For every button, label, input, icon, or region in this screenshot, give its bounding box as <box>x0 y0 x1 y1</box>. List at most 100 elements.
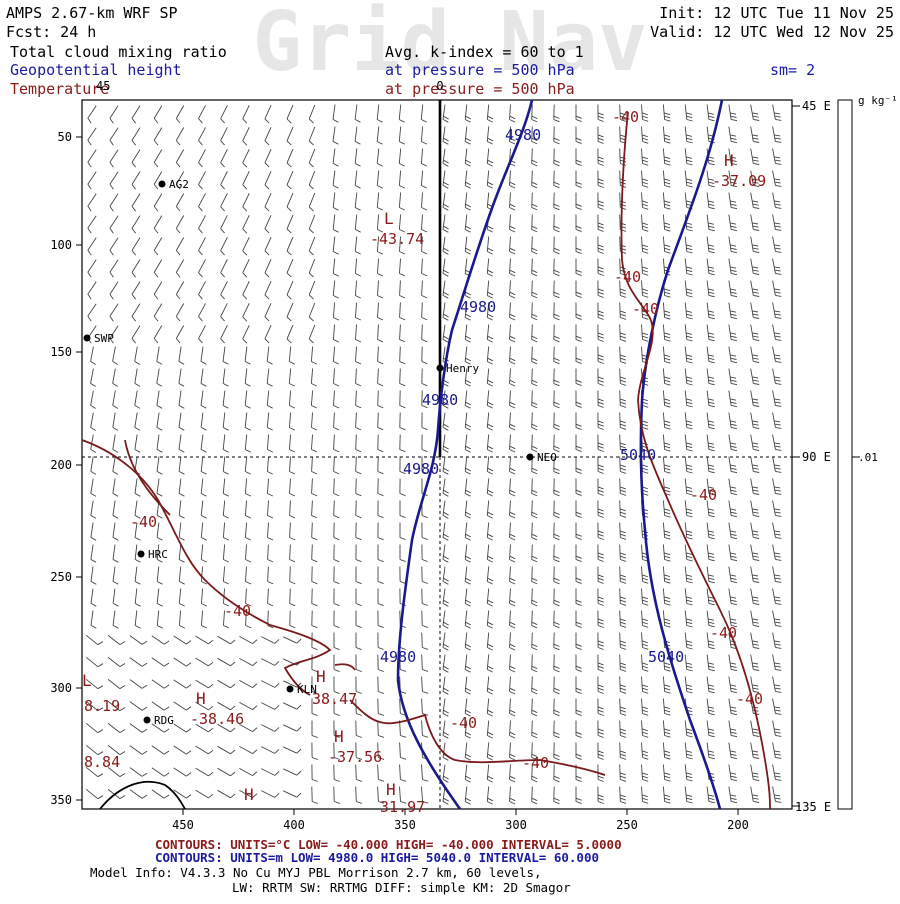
x-tick-label: 350 <box>394 818 416 832</box>
wind-barb <box>175 303 185 322</box>
wind-barb <box>333 764 341 782</box>
wind-barb <box>198 193 206 212</box>
wind-barb <box>308 192 316 212</box>
wind-barb <box>355 742 363 760</box>
wind-barb <box>772 390 782 407</box>
extremum-value: 8.19 <box>84 697 120 715</box>
model-title: AMPS 2.67-km WRF SP <box>6 4 178 22</box>
wind-barb <box>662 500 671 518</box>
wind-barb <box>264 237 272 256</box>
wind-barb <box>486 126 494 145</box>
smoothing-label: sm= 2 <box>770 61 815 79</box>
wind-barb <box>195 789 214 799</box>
wind-barb <box>772 742 782 759</box>
wind-barb <box>772 588 782 605</box>
wind-barb <box>597 566 604 584</box>
wind-barb <box>662 742 671 760</box>
wind-barb <box>553 478 560 497</box>
wind-barb <box>597 192 604 210</box>
wind-barb <box>641 258 649 276</box>
wind-barb <box>706 588 715 606</box>
wind-barb <box>333 742 341 760</box>
wind-barb <box>156 346 163 365</box>
x-tick-label: 400 <box>283 818 305 832</box>
wind-barb <box>286 236 294 256</box>
wind-barb <box>641 214 649 232</box>
wind-barb <box>399 566 406 585</box>
wind-barb <box>728 368 738 386</box>
wind-barb <box>198 149 206 168</box>
wind-barb <box>772 500 782 517</box>
wind-barb <box>728 236 738 254</box>
wind-barb <box>156 566 163 585</box>
wind-barb <box>706 236 715 254</box>
wind-barb <box>245 588 252 607</box>
wind-barb <box>261 680 280 688</box>
wind-barb <box>553 786 560 805</box>
wind-barb <box>772 192 782 209</box>
wind-barb <box>597 434 604 452</box>
wind-barb <box>772 676 782 693</box>
extremum-value: -37.09 <box>712 172 766 190</box>
wind-barb <box>442 720 449 739</box>
wind-barb <box>531 786 538 805</box>
temperature-label: -40 <box>450 714 477 732</box>
wind-barb <box>195 679 214 689</box>
wind-barb <box>772 302 782 319</box>
wind-barb <box>597 126 604 144</box>
wind-barb <box>131 149 141 168</box>
wind-barb <box>486 346 494 365</box>
extremum-letter: H <box>334 727 344 746</box>
wind-barb <box>509 676 516 695</box>
wind-barb <box>684 632 693 650</box>
wind-barb <box>706 720 715 738</box>
wind-barb <box>597 390 604 408</box>
wind-barb <box>156 610 163 629</box>
wind-barb <box>772 148 782 165</box>
wind-barb <box>464 434 472 453</box>
wind-barb <box>198 215 206 234</box>
wind-barb <box>531 544 538 563</box>
wind-barb <box>175 215 185 234</box>
wind-barb <box>266 456 273 475</box>
wind-barb <box>87 127 97 146</box>
wind-barb <box>421 522 428 541</box>
wind-barb <box>772 214 782 231</box>
wind-barb <box>376 148 383 167</box>
wind-barb <box>486 522 494 541</box>
wind-barb <box>575 126 582 145</box>
wind-barb <box>200 500 207 519</box>
wind-barb <box>619 126 627 144</box>
wind-barb <box>575 522 582 541</box>
field-geopotential: Geopotential height <box>10 61 182 79</box>
wind-barb <box>354 214 361 233</box>
height-label: 4980 <box>380 648 416 666</box>
wind-barb <box>85 766 104 778</box>
wind-barb <box>531 632 538 651</box>
wind-barb <box>772 566 782 583</box>
wind-barb <box>531 236 538 255</box>
wind-barb <box>178 456 185 475</box>
wind-barb <box>509 390 516 409</box>
wind-barb <box>377 698 385 716</box>
wind-barb <box>311 764 318 782</box>
wind-barb <box>442 478 449 497</box>
wind-barb <box>728 214 738 232</box>
y-tick-label: 50 <box>58 130 72 144</box>
extremum-letter: L <box>82 671 92 690</box>
wind-barb <box>377 412 384 431</box>
wind-barb <box>151 745 170 755</box>
wind-barb <box>728 412 738 430</box>
wind-barb <box>575 148 582 167</box>
wind-barb <box>311 412 318 431</box>
wind-barb <box>442 258 449 277</box>
wind-barb <box>750 170 760 187</box>
wind-barb <box>311 478 318 497</box>
wind-barb <box>421 346 428 365</box>
wind-barb <box>442 104 449 123</box>
wind-barb <box>728 500 738 518</box>
wind-barb <box>153 127 163 146</box>
right-label-135e: 135 E <box>795 800 831 814</box>
wind-barb <box>332 302 339 321</box>
